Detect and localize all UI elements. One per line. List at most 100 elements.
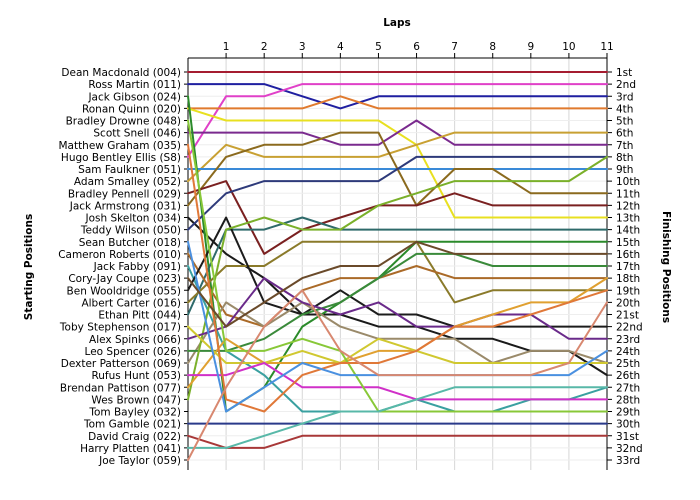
starting-label-22: Toby Stephenson (017) bbox=[59, 322, 181, 334]
series-line-33 bbox=[187, 289, 608, 461]
finishing-label-4: 4th bbox=[616, 103, 633, 115]
starting-label-12: Jack Armstrong (031) bbox=[69, 200, 181, 212]
starting-label-9: Sam Faulkner (051) bbox=[78, 164, 181, 176]
starting-label-17: Jack Fabby (091) bbox=[93, 261, 181, 273]
series-line-22 bbox=[187, 155, 608, 401]
x-tick-label-2: 2 bbox=[261, 41, 268, 53]
finishing-label-24: 24th bbox=[616, 346, 640, 358]
series-line-28 bbox=[187, 434, 608, 449]
finishing-label-27: 27th bbox=[616, 382, 640, 394]
series-line-30 bbox=[187, 143, 608, 413]
starting-label-1: Dean Macdonald (004) bbox=[61, 67, 181, 79]
starting-label-2: Ross Martin (011) bbox=[88, 79, 181, 91]
finishing-label-19: 19th bbox=[616, 285, 640, 297]
starting-positions-axis-label: Starting Positions bbox=[23, 214, 35, 320]
starting-label-33: Joe Taylor (059) bbox=[98, 455, 181, 467]
x-tick-label-4: 4 bbox=[337, 41, 344, 53]
series-line-2 bbox=[187, 83, 608, 110]
x-tick-label-7: 7 bbox=[451, 41, 458, 53]
finishing-label-23: 23rd bbox=[616, 334, 640, 346]
x-tick-label-5: 5 bbox=[375, 41, 382, 53]
series-line-14 bbox=[187, 216, 608, 316]
starting-label-13: Josh Skelton (034) bbox=[85, 213, 182, 225]
starting-label-7: Matthew Graham (035) bbox=[58, 140, 181, 152]
finishing-label-9: 9th bbox=[616, 164, 633, 176]
finishing-label-32: 32nd bbox=[616, 443, 643, 455]
x-tick-label-9: 9 bbox=[527, 41, 534, 53]
finishing-label-15: 15th bbox=[616, 237, 640, 249]
finishing-label-22: 22nd bbox=[616, 322, 643, 334]
starting-label-26: Rufus Hunt (053) bbox=[91, 370, 181, 382]
x-tick-label-10: 10 bbox=[562, 41, 575, 53]
x-tick-label-1: 1 bbox=[223, 41, 230, 53]
finishing-label-3: 3rd bbox=[616, 91, 633, 103]
finishing-label-5: 5th bbox=[616, 116, 633, 128]
x-tick-labels: 1 2 3 4 5 6 7 8 9 10 11 bbox=[223, 41, 614, 53]
starting-label-18: Cory-Jay Coupe (023) bbox=[68, 273, 181, 285]
finishing-positions-axis-label: Finishing Positions bbox=[660, 211, 672, 323]
finishing-label-28: 28th bbox=[616, 394, 640, 406]
finishing-label-25: 25th bbox=[616, 358, 640, 370]
finishing-label-10: 10th bbox=[616, 176, 640, 188]
finishing-label-21: 21st bbox=[616, 310, 639, 322]
finishing-label-29: 29th bbox=[616, 407, 640, 419]
series-line-6 bbox=[187, 119, 608, 146]
starting-label-29: Tom Bayley (032) bbox=[88, 407, 181, 419]
series-line-4 bbox=[187, 95, 608, 110]
starting-label-8: Hugo Bentley Ellis (S8) bbox=[61, 152, 181, 164]
finishing-label-17: 17th bbox=[616, 261, 640, 273]
series-line-25 bbox=[187, 325, 608, 364]
series-line-13 bbox=[187, 155, 608, 231]
starting-label-27: Brendan Pattison (077) bbox=[60, 382, 181, 394]
finishing-labels: 1st2nd3rd4th5th6th7th8th9th10th11th12th1… bbox=[616, 67, 643, 467]
series-layer bbox=[187, 71, 608, 461]
starting-label-14: Teddy Wilson (050) bbox=[80, 225, 181, 237]
starting-label-16: Cameron Roberts (010) bbox=[58, 249, 181, 261]
x-tick-label-8: 8 bbox=[489, 41, 496, 53]
finishing-label-20: 20th bbox=[616, 297, 640, 309]
finishing-label-16: 16th bbox=[616, 249, 640, 261]
starting-label-4: Ronan Quinn (020) bbox=[82, 103, 181, 115]
finishing-label-11: 11th bbox=[616, 188, 640, 200]
starting-label-19: Ben Wooldridge (055) bbox=[67, 285, 181, 297]
series-line-24 bbox=[187, 277, 608, 389]
starting-label-32: Harry Platten (041) bbox=[80, 443, 181, 455]
series-line-3 bbox=[187, 83, 608, 158]
finishing-label-7: 7th bbox=[616, 140, 633, 152]
starting-label-15: Sean Butcher (018) bbox=[79, 237, 181, 249]
starting-label-25: Dexter Patterson (069) bbox=[61, 358, 181, 370]
starting-label-24: Leo Spencer (026) bbox=[85, 346, 181, 358]
starting-label-11: Bradley Pennell (029) bbox=[68, 188, 181, 200]
starting-label-6: Scott Snell (046) bbox=[93, 128, 181, 140]
finishing-label-12: 12th bbox=[616, 200, 640, 212]
series-line-29 bbox=[187, 386, 608, 449]
starting-labels: Dean Macdonald (004)Ross Martin (011) Jac… bbox=[58, 67, 181, 467]
x-tick-label-3: 3 bbox=[299, 41, 306, 53]
finishing-label-33: 33rd bbox=[616, 455, 640, 467]
finishing-label-18: 18th bbox=[616, 273, 640, 285]
series-line-26 bbox=[187, 362, 608, 401]
starting-label-5: Bradley Drowne (048) bbox=[66, 116, 181, 128]
series-line-23 bbox=[187, 277, 608, 340]
series-line-20 bbox=[187, 301, 608, 364]
starting-label-20: Albert Carter (016) bbox=[81, 297, 181, 309]
finishing-label-8: 8th bbox=[616, 152, 633, 164]
series-line-11 bbox=[187, 180, 608, 255]
x-tick-label-11: 11 bbox=[600, 41, 613, 53]
series-line-27 bbox=[187, 119, 608, 413]
starting-label-23: Alex Spinks (066) bbox=[89, 334, 181, 346]
series-line-18 bbox=[187, 252, 608, 328]
starting-label-30: Tom Gamble (021) bbox=[83, 419, 181, 431]
finishing-label-30: 30th bbox=[616, 419, 640, 431]
series-line-5 bbox=[187, 107, 608, 219]
finishing-label-26: 26th bbox=[616, 370, 640, 382]
finishing-label-13: 13th bbox=[616, 213, 640, 225]
chart-title: Laps bbox=[383, 17, 411, 29]
finishing-label-31: 31st bbox=[616, 431, 639, 443]
finishing-label-1: 1st bbox=[616, 67, 632, 79]
starting-label-10: Adam Smalley (052) bbox=[74, 176, 181, 188]
x-tick-label-6: 6 bbox=[413, 41, 420, 53]
finishing-label-14: 14th bbox=[616, 225, 640, 237]
